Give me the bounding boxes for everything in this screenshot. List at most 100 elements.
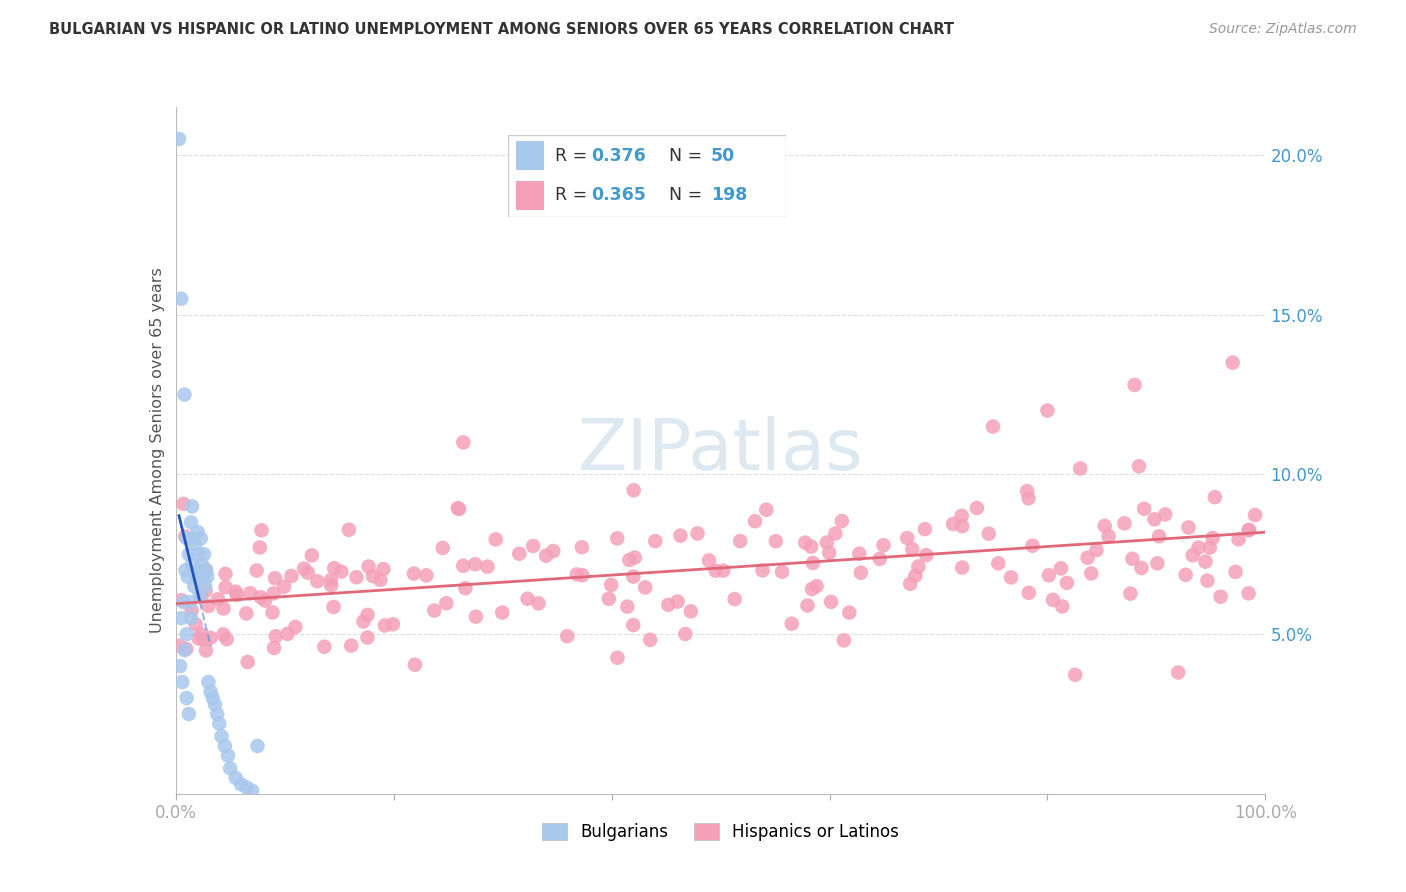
Point xyxy=(169,659,191,673)
Point xyxy=(301,549,323,563)
Point xyxy=(176,642,198,657)
Point xyxy=(1177,520,1199,534)
Point xyxy=(434,596,457,610)
Point xyxy=(191,569,214,583)
Point xyxy=(1204,490,1226,504)
Point xyxy=(197,599,219,613)
Point xyxy=(872,538,894,552)
Point xyxy=(751,563,773,577)
Point xyxy=(1064,668,1087,682)
Point xyxy=(205,706,228,721)
Point xyxy=(800,540,823,554)
Point xyxy=(200,684,222,698)
Point xyxy=(1187,541,1209,555)
Point xyxy=(277,627,299,641)
Point xyxy=(356,607,378,622)
Point xyxy=(292,561,315,575)
Point xyxy=(186,524,209,539)
Point xyxy=(724,592,747,607)
Point xyxy=(606,650,628,665)
Point xyxy=(226,588,249,602)
Point xyxy=(188,589,211,603)
Point xyxy=(638,632,661,647)
Point xyxy=(323,561,346,575)
Point xyxy=(464,609,486,624)
Point xyxy=(330,565,353,579)
Point xyxy=(950,508,973,523)
Point xyxy=(207,592,229,607)
Point xyxy=(1202,531,1225,545)
Point xyxy=(477,559,499,574)
Point xyxy=(187,547,209,561)
Point xyxy=(1227,533,1250,547)
Point xyxy=(346,570,368,584)
Point xyxy=(246,564,269,578)
FancyBboxPatch shape xyxy=(516,181,544,210)
Point xyxy=(167,132,190,146)
Point xyxy=(1167,665,1189,680)
Text: ZIPatlas: ZIPatlas xyxy=(578,416,863,485)
Text: R =: R = xyxy=(555,147,593,165)
Point xyxy=(898,577,921,591)
Text: BULGARIAN VS HISPANIC OR LATINO UNEMPLOYMENT AMONG SENIORS OVER 65 YEARS CORRELA: BULGARIAN VS HISPANIC OR LATINO UNEMPLOY… xyxy=(49,22,955,37)
Point xyxy=(176,691,198,706)
Point xyxy=(914,522,936,536)
Point xyxy=(212,627,235,641)
Point xyxy=(1036,403,1059,417)
Point xyxy=(180,516,202,530)
Point xyxy=(211,730,233,744)
Point xyxy=(197,675,219,690)
Point xyxy=(1244,508,1267,522)
Point xyxy=(1021,539,1043,553)
Point xyxy=(796,599,818,613)
Point xyxy=(1143,512,1166,526)
Point xyxy=(174,563,197,577)
Point xyxy=(194,583,217,598)
Point xyxy=(249,541,271,555)
Point xyxy=(451,435,474,450)
Point xyxy=(1174,567,1197,582)
Point xyxy=(1154,508,1177,522)
Point xyxy=(600,578,623,592)
Point xyxy=(1130,561,1153,575)
Point xyxy=(177,706,200,721)
Point xyxy=(950,519,973,533)
Text: 0.376: 0.376 xyxy=(592,147,647,165)
Point xyxy=(181,531,204,545)
Point xyxy=(212,601,235,615)
Point xyxy=(186,569,208,583)
Point xyxy=(1015,484,1038,499)
Point xyxy=(950,560,973,574)
Point xyxy=(981,419,1004,434)
Point xyxy=(322,599,344,614)
Point xyxy=(806,579,828,593)
Y-axis label: Unemployment Among Seniors over 65 years: Unemployment Among Seniors over 65 years xyxy=(149,268,165,633)
Point xyxy=(194,563,217,577)
Point xyxy=(200,631,222,645)
Point xyxy=(571,540,593,554)
Point xyxy=(1094,519,1116,533)
Point xyxy=(907,559,929,574)
Point xyxy=(208,716,231,731)
Point xyxy=(262,606,284,620)
Point xyxy=(755,502,778,516)
Point xyxy=(263,640,285,655)
FancyBboxPatch shape xyxy=(516,141,544,170)
Point xyxy=(1194,555,1216,569)
Point xyxy=(915,548,938,562)
Point xyxy=(181,557,204,571)
Text: N =: N = xyxy=(669,186,709,203)
Point xyxy=(765,534,787,549)
Point xyxy=(541,544,564,558)
Point xyxy=(319,573,342,587)
Point xyxy=(170,593,193,607)
Point xyxy=(634,581,657,595)
Point xyxy=(370,573,392,587)
Point xyxy=(183,579,205,593)
Point xyxy=(728,534,751,549)
FancyBboxPatch shape xyxy=(508,135,786,217)
Point xyxy=(1042,592,1064,607)
Point xyxy=(356,631,378,645)
Point xyxy=(404,657,426,672)
Point xyxy=(172,595,194,609)
